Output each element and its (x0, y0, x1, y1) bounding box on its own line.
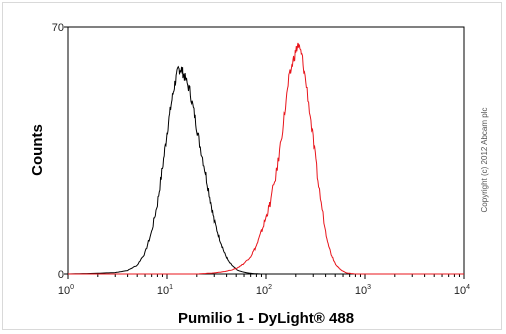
y-tick-label: 70 (52, 22, 64, 34)
histogram-series-2 (68, 42, 464, 275)
x-axis-title: Pumilio 1 - DyLight® 488 (178, 310, 354, 327)
axis-ticks: 100 101 102 103 104 0 70 (52, 22, 470, 297)
series-layer (67, 42, 464, 275)
plot-area (67, 26, 465, 275)
x-tick-label: 100 (58, 284, 74, 297)
x-tick-label: 103 (355, 284, 371, 297)
histogram-series-1 (67, 65, 464, 275)
x-tick-label: 104 (454, 284, 470, 297)
figure-frame (2, 2, 502, 330)
copyright-text: Copyright (c) 2012 Abcam plc (480, 108, 489, 213)
y-axis-title: Counts (29, 124, 46, 176)
x-tick-label: 101 (157, 284, 173, 297)
y-tick-label: 0 (58, 269, 64, 281)
x-tick-label: 102 (256, 284, 272, 297)
